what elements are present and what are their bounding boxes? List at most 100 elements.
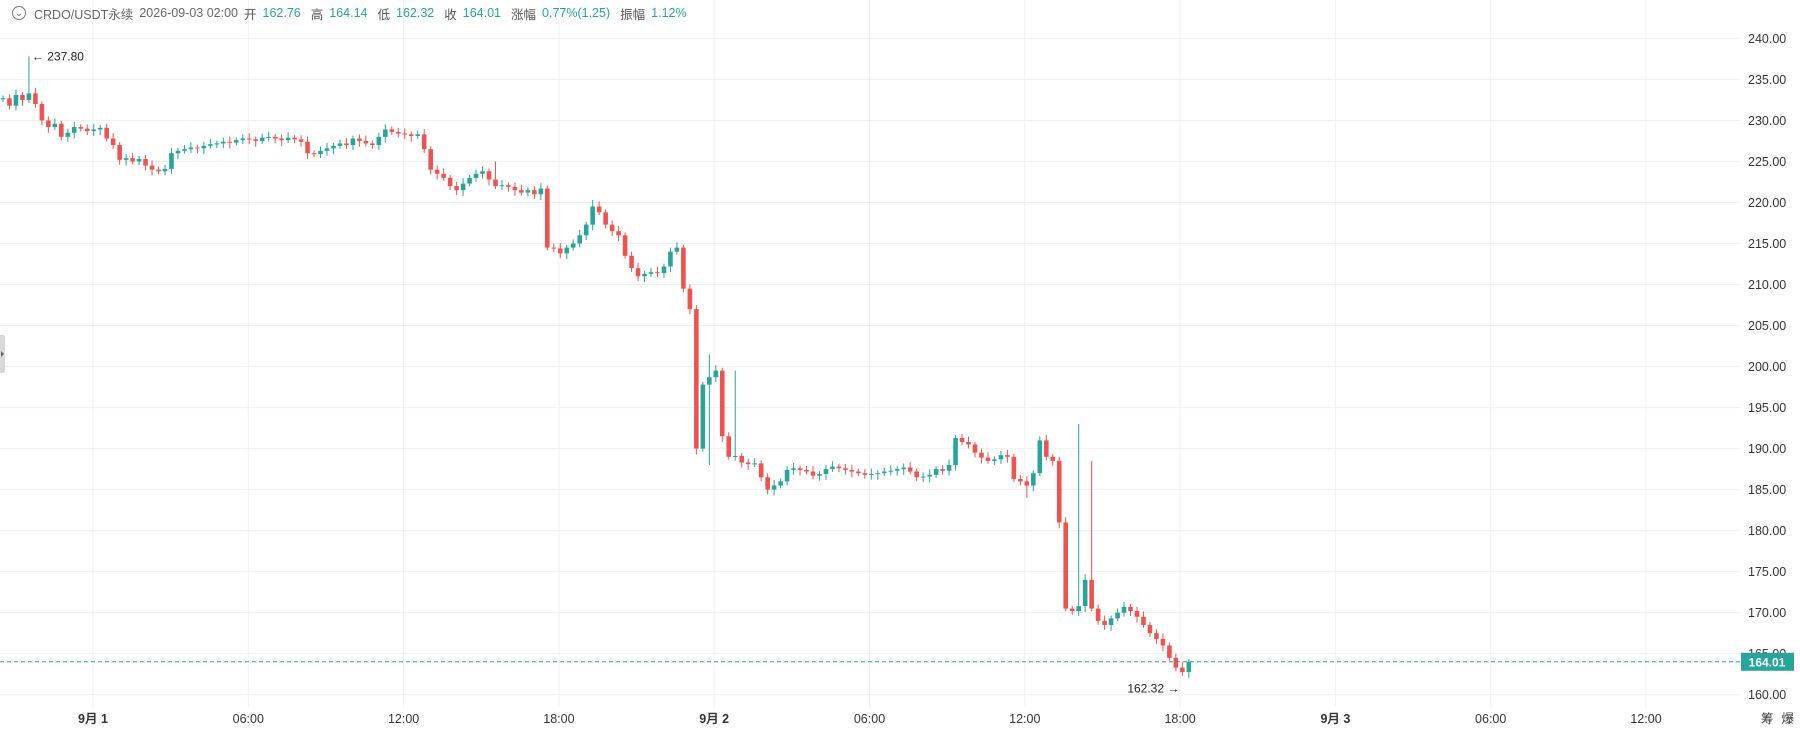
- last-price-tag: [1741, 652, 1794, 671]
- candle-body: [512, 186, 518, 191]
- candle-body: [596, 206, 602, 213]
- low-value: 162.32: [396, 6, 435, 20]
- candle-body: [998, 455, 1004, 460]
- y-tick-label: 240.00: [1748, 32, 1786, 46]
- candle-body: [26, 93, 32, 100]
- candle-body: [545, 188, 550, 248]
- candle-body: [305, 141, 310, 154]
- candle-body: [1128, 606, 1133, 612]
- open-label: 开: [244, 7, 257, 22]
- amplitude-value: 1.12%: [651, 6, 687, 20]
- candle-body: [493, 179, 498, 187]
- candle-body: [292, 137, 297, 140]
- candle-body: [46, 120, 51, 128]
- candle-body: [1141, 616, 1146, 625]
- candle-body: [169, 153, 174, 169]
- candle-body: [1160, 638, 1166, 646]
- candle-body: [195, 147, 200, 149]
- candle-body: [732, 455, 738, 457]
- candle-body: [117, 145, 122, 160]
- candle-body: [441, 173, 446, 178]
- candle-body: [856, 471, 861, 474]
- candle-body: [719, 370, 725, 437]
- candle-body: [577, 235, 583, 244]
- candle-body: [758, 463, 764, 478]
- candle-body: [298, 139, 304, 142]
- candle-body: [1011, 456, 1017, 479]
- candle-body: [869, 474, 874, 476]
- candle-body: [486, 171, 492, 180]
- candle-body: [506, 185, 511, 187]
- candle-body: [71, 127, 77, 133]
- candle-body: [622, 235, 628, 256]
- candle-body: [460, 183, 466, 191]
- candle-body: [182, 149, 187, 151]
- corner-toolbar: 筹 爆: [1761, 708, 1794, 727]
- candle-body: [564, 247, 570, 254]
- candle-body: [1037, 440, 1043, 474]
- candle-body: [674, 247, 680, 252]
- candle-body: [804, 469, 809, 472]
- candle-body: [648, 272, 654, 274]
- high-label: 高: [310, 7, 324, 22]
- candle-body: [434, 169, 440, 174]
- candle-body: [149, 165, 155, 170]
- candle-body: [985, 457, 991, 461]
- sidebar-expand-handle[interactable]: [0, 335, 5, 373]
- candle-body: [473, 173, 479, 178]
- candle-body: [532, 190, 537, 195]
- candle-body: [519, 190, 524, 193]
- candle-body: [1095, 608, 1101, 621]
- candle-body: [843, 468, 848, 470]
- candle-body: [376, 136, 382, 146]
- candle-body: [20, 95, 25, 100]
- close-value: 164.01: [462, 6, 502, 20]
- candle-body: [175, 150, 181, 154]
- candle-body: [953, 437, 958, 465]
- candle-body: [1089, 579, 1094, 609]
- candle-body: [661, 266, 667, 274]
- candle-body: [395, 131, 401, 134]
- ohlc-info-bar: ⌄ CRDO/USDT永续 2026-09-03 02:00 开 162.76 …: [12, 4, 691, 22]
- candle-body: [1076, 606, 1081, 612]
- high-value: 164.14: [329, 6, 368, 20]
- candle-body: [143, 159, 148, 166]
- candle-body: [214, 143, 220, 145]
- candle-body: [668, 251, 673, 267]
- y-tick-label: 210.00: [1748, 278, 1786, 292]
- candle-body: [927, 474, 932, 477]
- candle-body: [188, 147, 194, 150]
- candle-body: [91, 129, 97, 132]
- candle-body: [253, 139, 259, 141]
- candle-body: [39, 104, 45, 121]
- candle-body: [246, 138, 252, 140]
- candle-body: [285, 137, 291, 141]
- y-tick-label: 225.00: [1748, 155, 1786, 169]
- candle-body: [156, 169, 161, 172]
- candle-body: [940, 469, 945, 471]
- collapse-chevron-icon[interactable]: ⌄: [12, 6, 26, 20]
- candle-body: [499, 185, 505, 187]
- candle-body: [765, 477, 770, 490]
- candle-body: [1154, 633, 1159, 639]
- candle-body: [1056, 460, 1062, 523]
- candle-body: [609, 224, 615, 232]
- chips-button[interactable]: 筹: [1760, 712, 1774, 726]
- time-axis[interactable]: 9月 1 06:00 12:00 18:00 9月 2 06:00 12:00 18:00 9月…: [78, 712, 1662, 726]
- candle-body: [817, 474, 822, 476]
- candle-body: [467, 177, 472, 184]
- candle-body: [447, 177, 453, 187]
- symbol-label[interactable]: CRDO/USDT永续: [34, 7, 134, 22]
- candle-body: [1043, 440, 1049, 457]
- grid-lines: [0, 0, 1740, 707]
- candle-body: [227, 141, 233, 143]
- price-axis[interactable]: 160.00165.00170.00175.00180.00185.00190.…: [1741, 32, 1794, 702]
- x-tick-label: 9月 1: [78, 712, 108, 726]
- liquidation-button[interactable]: 爆: [1781, 712, 1794, 726]
- candle-body: [979, 452, 984, 458]
- candle-body: [1180, 667, 1185, 673]
- candle-body: [389, 129, 395, 132]
- candle-body: [363, 140, 369, 144]
